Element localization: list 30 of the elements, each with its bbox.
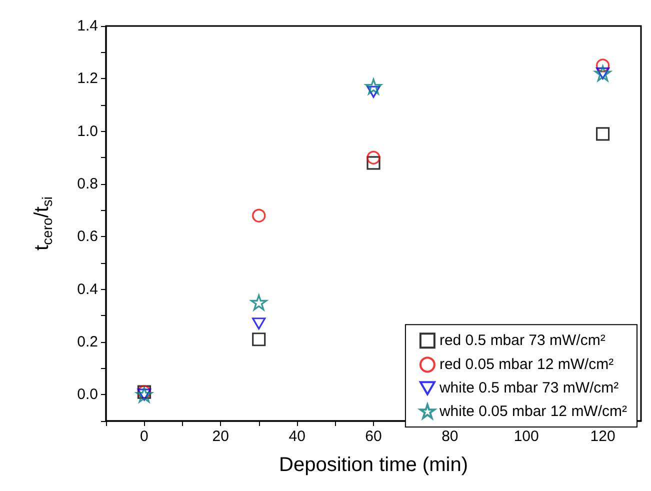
y-axis-title: tcero/tsi bbox=[31, 196, 55, 251]
point bbox=[596, 58, 610, 72]
point bbox=[366, 150, 380, 164]
point bbox=[252, 318, 266, 330]
y-tick-label: 0.2 bbox=[77, 334, 98, 350]
point bbox=[596, 127, 610, 141]
x-tick-label: 80 bbox=[442, 428, 458, 445]
x-tick-label: 40 bbox=[288, 428, 306, 445]
y-tick-label: 1.0 bbox=[77, 122, 98, 140]
legend-label: white 0.05 mbar 12 mW/cm² bbox=[438, 402, 628, 420]
legend-label: red 0.5 mbar 73 mW/cm² bbox=[439, 332, 606, 350]
y-tick-label: 0.8 bbox=[77, 176, 98, 192]
x-tick-label: 100 bbox=[514, 428, 539, 445]
legend-label: white 0.5 mbar 73 mW/cm² bbox=[438, 380, 619, 397]
y-tick-label: 1.4 bbox=[77, 18, 98, 34]
y-tick-label: 0.0 bbox=[77, 386, 98, 404]
point bbox=[250, 294, 268, 310]
x-tick-label: 20 bbox=[212, 428, 229, 445]
point bbox=[366, 156, 380, 170]
point bbox=[252, 208, 266, 222]
y-tick-label: 0.4 bbox=[77, 280, 98, 298]
x-axis-title: Deposition time (min) bbox=[279, 454, 468, 476]
y-tick-label: 0.6 bbox=[77, 228, 98, 246]
point bbox=[252, 332, 266, 346]
x-tick-label: 120 bbox=[590, 428, 616, 445]
x-tick-label: 60 bbox=[365, 428, 382, 445]
y-tick-label: 1.2 bbox=[77, 70, 98, 88]
legend-label: red 0.05 mbar 12 mW/cm² bbox=[439, 356, 614, 374]
point bbox=[365, 78, 382, 94]
x-tick-label: 0 bbox=[140, 428, 148, 445]
